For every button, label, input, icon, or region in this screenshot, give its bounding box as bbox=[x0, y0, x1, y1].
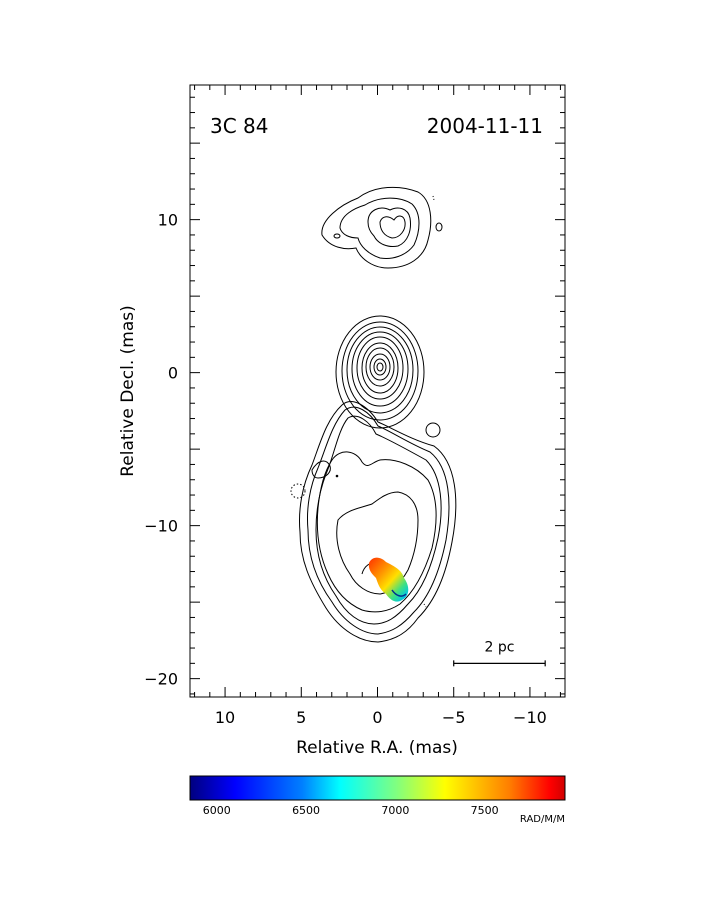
north-contour-2 bbox=[339, 197, 420, 259]
south-contour-4 bbox=[316, 451, 437, 613]
colorbar-tick-label: 6000 bbox=[203, 804, 231, 817]
core-contour-6 bbox=[361, 342, 399, 394]
core-contour-7 bbox=[365, 347, 395, 387]
y-tick-label: 10 bbox=[158, 211, 178, 230]
y-axis-label: Relative Decl. (mas) bbox=[118, 305, 138, 477]
y-tick-label: −20 bbox=[144, 670, 178, 689]
south-contour-1 bbox=[299, 401, 457, 643]
colorbar bbox=[189, 775, 566, 801]
south-contour-3 bbox=[315, 415, 442, 625]
x-tick-labels: 10 5 0 −5 −10 bbox=[215, 708, 547, 727]
colorbar-tick-label: 7500 bbox=[471, 804, 499, 817]
north-component-contours bbox=[321, 186, 443, 269]
south-contour-2 bbox=[307, 406, 450, 635]
core-contour-5 bbox=[356, 336, 404, 400]
colorbar-tick-label: 7000 bbox=[381, 804, 409, 817]
y-tick-label: 0 bbox=[168, 364, 178, 383]
colorbar-tick-label: 6500 bbox=[292, 804, 320, 817]
rm-region bbox=[368, 557, 409, 602]
north-dotted-mark bbox=[432, 195, 435, 201]
core-contour-9 bbox=[373, 358, 387, 376]
rm-patch bbox=[368, 557, 409, 602]
y-tick-labels: 10 0 −10 −20 bbox=[144, 211, 178, 689]
core-contour-10 bbox=[376, 362, 384, 372]
south-dotted-ring bbox=[290, 483, 306, 499]
scale-bar-label: 2 pc bbox=[484, 639, 514, 655]
x-tick-label: −10 bbox=[513, 708, 547, 727]
north-contour-3 bbox=[367, 207, 411, 247]
north-contour-5 bbox=[333, 233, 341, 239]
x-tick-label: 5 bbox=[296, 708, 306, 727]
core-contour-8 bbox=[369, 353, 391, 381]
core-contour-1 bbox=[335, 315, 425, 429]
core-side-blob bbox=[425, 422, 441, 438]
colorbar-unit: RAD/M/M bbox=[520, 814, 565, 825]
north-small-blob bbox=[435, 222, 443, 232]
y-tick-label: −10 bbox=[144, 517, 178, 536]
x-axis-label: Relative R.A. (mas) bbox=[296, 738, 458, 758]
x-tick-label: 10 bbox=[215, 708, 235, 727]
x-tick-label: −5 bbox=[442, 708, 466, 727]
core-contour-2 bbox=[341, 321, 419, 421]
south-left-wing bbox=[311, 460, 331, 479]
south-dot bbox=[335, 474, 339, 478]
date-label: 2004-11-11 bbox=[427, 114, 543, 138]
x-tick-label: 0 bbox=[372, 708, 382, 727]
south-dotted-mark bbox=[423, 603, 427, 608]
axis-ticks bbox=[190, 85, 565, 697]
source-label: 3C 84 bbox=[210, 114, 269, 138]
colorbar-tick-labels: 6000 6500 7000 7500 bbox=[203, 804, 499, 817]
scale-bar bbox=[453, 660, 546, 667]
contour-map bbox=[290, 186, 457, 643]
north-contour-4 bbox=[379, 215, 406, 239]
core-contour-4 bbox=[351, 331, 409, 407]
rm-patch-edge bbox=[391, 589, 407, 597]
south-contour-5 bbox=[336, 491, 419, 595]
north-contour-1 bbox=[321, 186, 432, 269]
plot-frame bbox=[189, 84, 566, 698]
core-contours bbox=[335, 315, 441, 438]
core-contour-3 bbox=[346, 326, 414, 414]
south-component-contours bbox=[290, 401, 457, 643]
